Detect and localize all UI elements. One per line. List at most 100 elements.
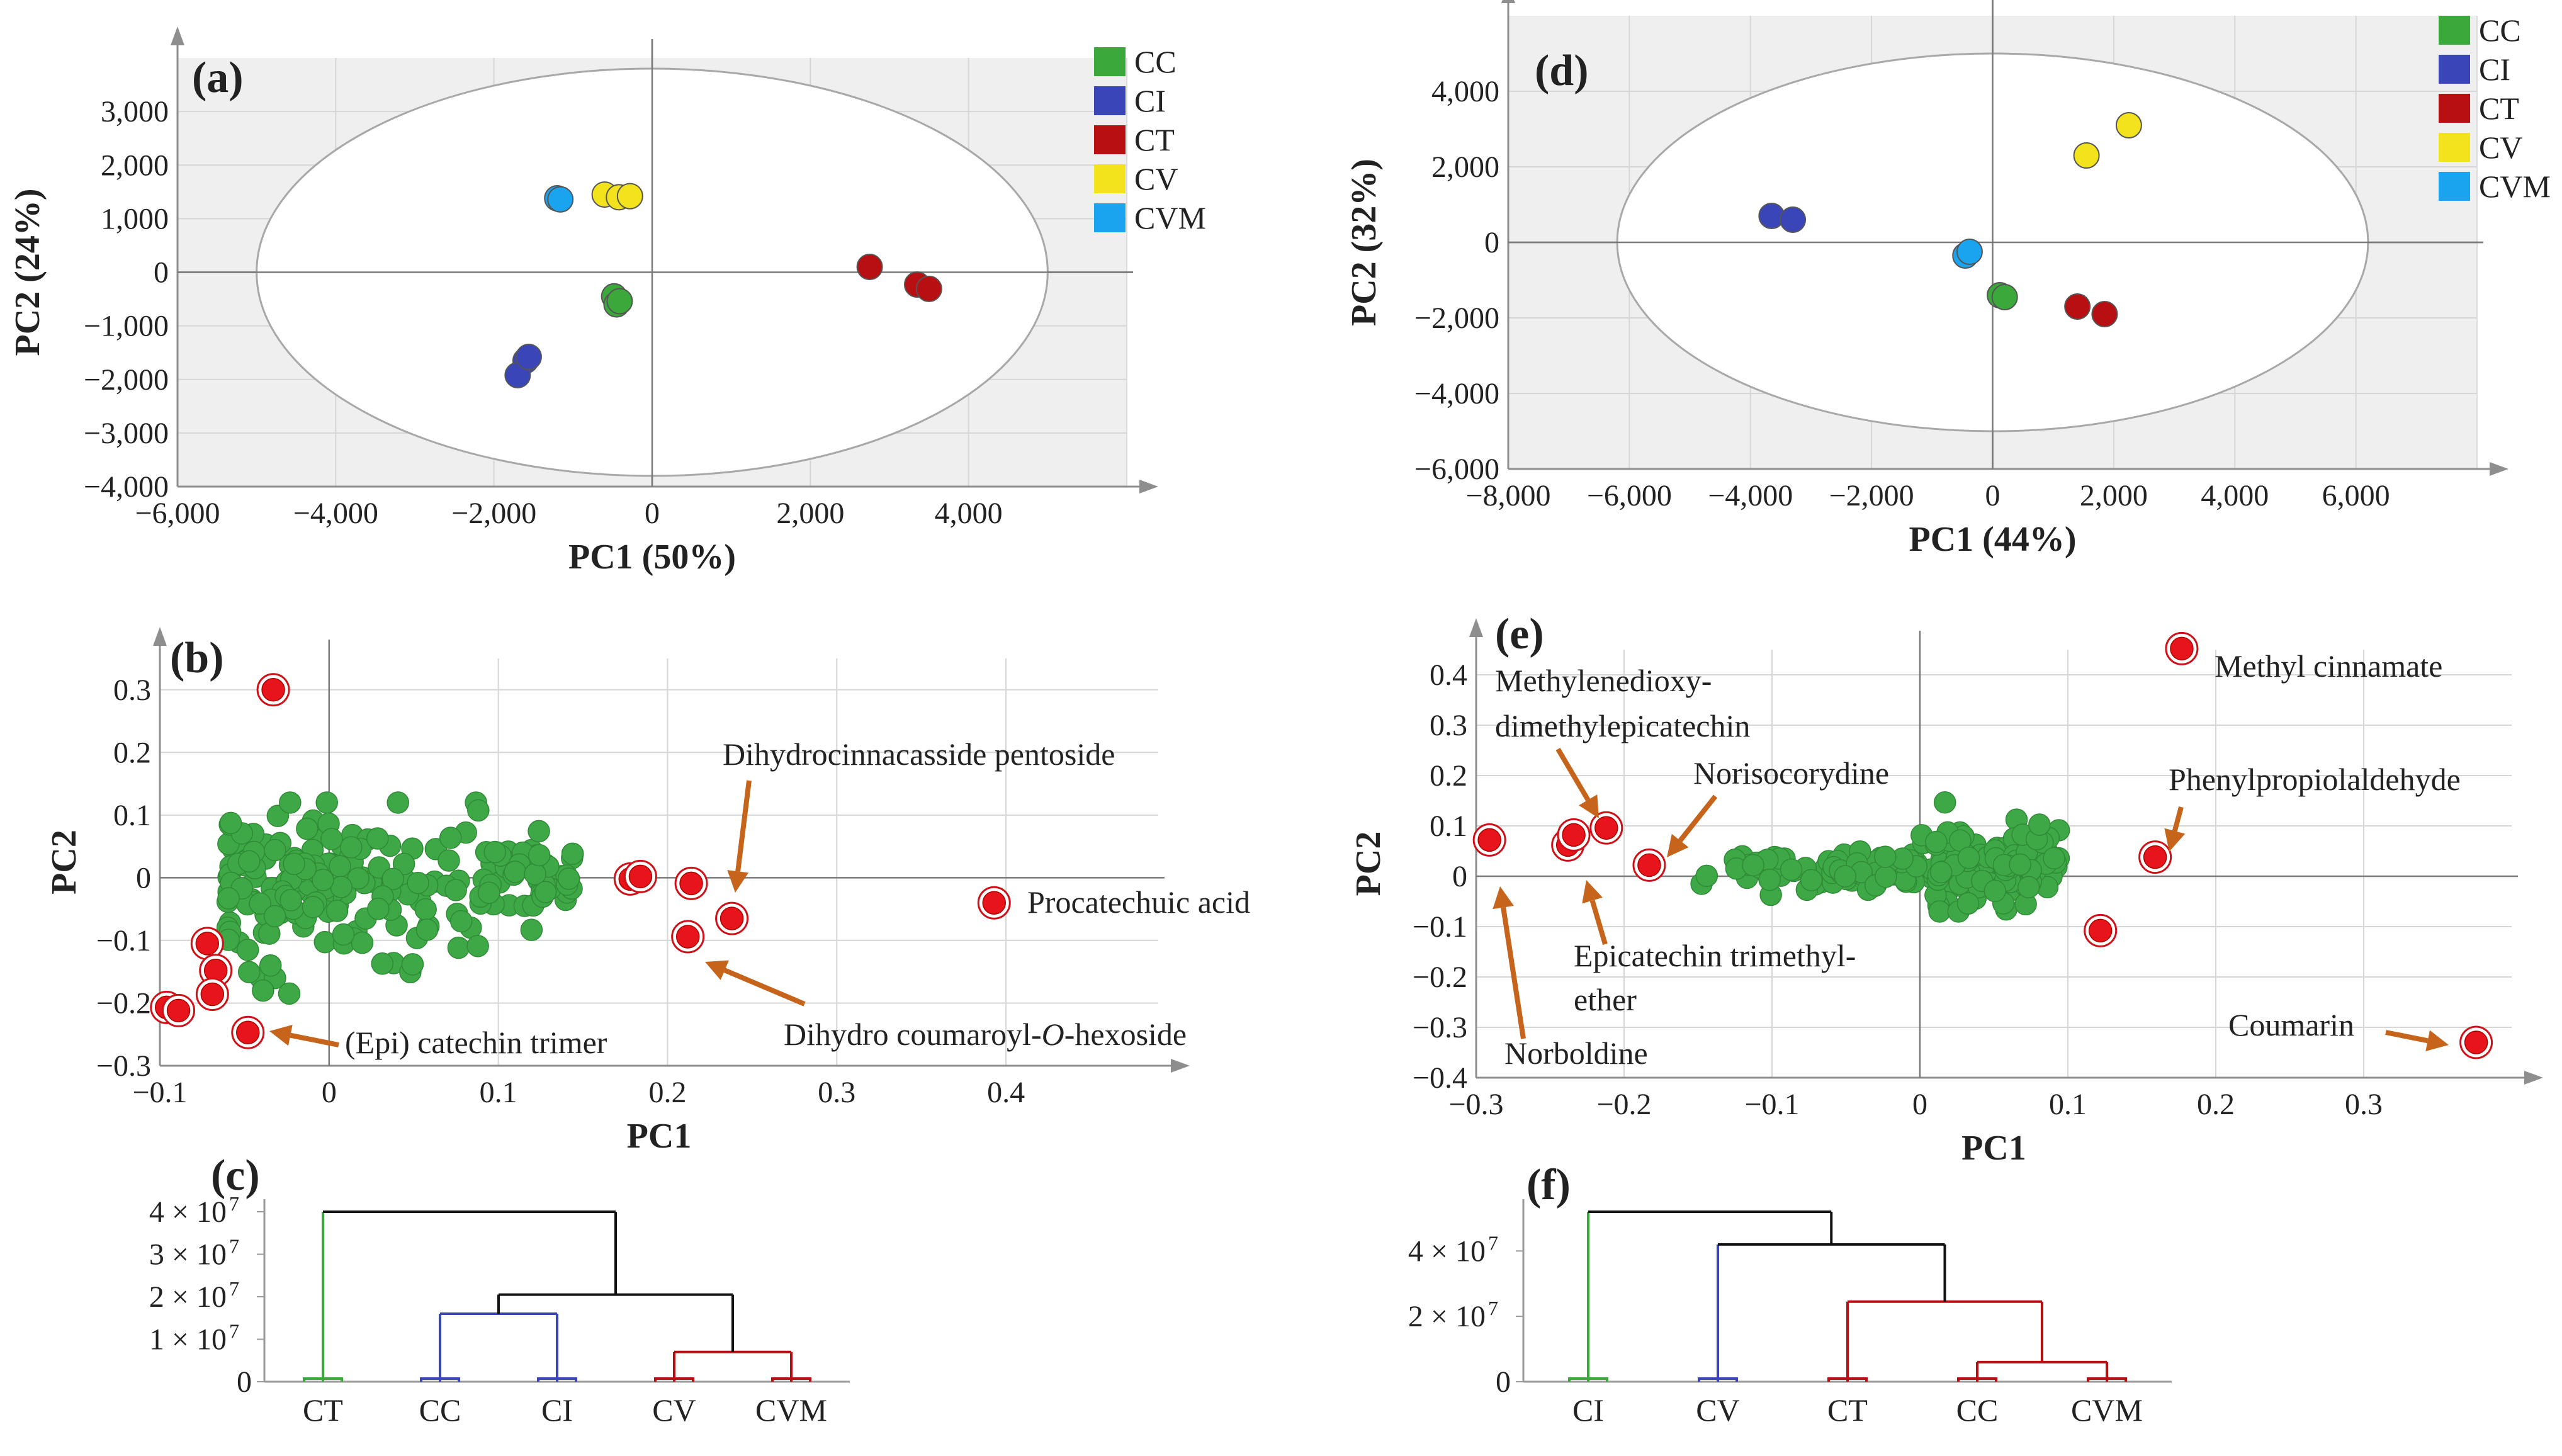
legend-label-cvm: CVM	[1134, 200, 1206, 235]
annotation-arrow	[1582, 880, 1608, 945]
y-tick-label: 0	[154, 256, 169, 290]
annotation-arrow-head	[705, 960, 729, 980]
annotation-arrow	[1493, 886, 1526, 1039]
x-tick-label: 2,000	[776, 497, 844, 530]
y-tick-label: 0.1	[113, 799, 151, 832]
variable-point	[320, 828, 343, 850]
annotation-epi-catechin-trimer: (Epi) catechin trimer	[345, 1025, 607, 1060]
x-axis-arrow	[1171, 1059, 1190, 1073]
x-axis-title: PC1 (50%)	[568, 538, 736, 577]
legend-label-ci: CI	[1134, 83, 1166, 118]
y-tick-label: 3 × 10	[149, 1238, 227, 1272]
variable-point	[1834, 865, 1856, 888]
panel-label: (e)	[1495, 610, 1544, 658]
legend-swatch-ci	[2439, 55, 2470, 84]
variable-point	[1875, 865, 1897, 888]
discriminant-marker	[720, 906, 744, 930]
y-tick-exponent: 7	[229, 1320, 239, 1343]
sample-point-ci	[1780, 206, 1807, 233]
variable-point	[340, 836, 363, 859]
y-tick-label: 0	[1452, 860, 1467, 893]
annotation-arrow	[727, 780, 752, 893]
y-tick-label: 0.2	[113, 736, 151, 769]
x-tick-label: −0.3	[1448, 1088, 1503, 1121]
y-axis-title: PC2 (32%)	[1345, 159, 1384, 326]
variable-point	[483, 840, 507, 864]
panel-d-pca-scores: −8,000 −6,000 −4,000 −2,000 0 2,000 4,000 6,000…	[1345, 0, 2551, 559]
discriminant-marker	[261, 678, 285, 702]
panel-label: (b)	[170, 634, 224, 682]
y-axis-title: PC2	[1349, 832, 1388, 896]
leaf-label-ct: CT	[303, 1392, 343, 1428]
annotation-arrow	[1667, 794, 1718, 857]
legend-swatch-cvm	[2439, 172, 2470, 201]
x-tick-label: −0.1	[1744, 1088, 1799, 1121]
y-tick-label: 0.3	[113, 674, 151, 707]
legend-swatch-cv	[2439, 133, 2470, 162]
variable-point	[238, 850, 261, 873]
variable-point	[466, 935, 489, 957]
variable-point	[237, 961, 261, 984]
variable-point	[329, 855, 351, 878]
x-tick-label: 2,000	[2080, 479, 2148, 512]
panel-e-pca-loadings: −0.3 −0.2 −0.1 0 0.1 0.2 0.3−0.4−0.3−0.2−0.100…	[1349, 610, 2543, 1168]
leaf-label-cc: CC	[419, 1392, 461, 1428]
variable-point	[259, 954, 282, 977]
annotation-dihydrocinnacasside-pentoside: Dihydrocinnacasside pentoside	[723, 736, 1115, 772]
annotation-arrow	[705, 960, 806, 1007]
variable-point	[1874, 845, 1897, 868]
x-tick-label: −6,000	[135, 497, 220, 530]
panel-label: (c)	[211, 1151, 260, 1200]
discriminant-marker	[982, 891, 1007, 915]
variable-point	[315, 791, 338, 814]
legend-swatch-cc	[1094, 47, 1126, 76]
annotation-arrow-head	[727, 870, 749, 893]
x-tick-label: 4,000	[935, 497, 1003, 530]
discriminant-marker	[1477, 828, 1501, 852]
variable-point	[520, 918, 543, 941]
y-tick-label: 2 × 10	[149, 1280, 227, 1314]
x-tick-label: 0	[322, 1076, 337, 1109]
annotation-arrow-shaft	[1678, 794, 1718, 842]
y-tick-label: 4,000	[1431, 75, 1499, 108]
sample-point-cvm	[1956, 239, 1983, 265]
annotation-arrow-head	[1667, 833, 1689, 857]
variable-point	[407, 871, 429, 894]
x-tick-label: −0.1	[132, 1076, 187, 1109]
variable-point	[401, 953, 424, 976]
legend-label-ci: CI	[2479, 52, 2510, 87]
y-tick-label: 0	[1484, 226, 1499, 259]
variable-point	[1957, 847, 1980, 869]
variable-point	[447, 936, 470, 959]
annotation-part: Dihydro coumaroyl-	[784, 1017, 1042, 1052]
x-tick-label: −4,000	[293, 497, 378, 530]
y-tick-label: 2,000	[1431, 150, 1499, 184]
legend-label-ct: CT	[2479, 91, 2519, 126]
annotation-dihydro-coumaroyl-o-hexoside: Dihydro coumaroyl-O-hexoside	[784, 1017, 1187, 1052]
annotation-arrow-shaft	[290, 1032, 339, 1047]
annotation-arrow-head	[1582, 880, 1603, 904]
legend-label-cc: CC	[2479, 13, 2521, 48]
y-axis-arrow	[1501, 0, 1515, 3]
legend-label-cv: CV	[2479, 130, 2522, 165]
y-tick-exponent: 7	[229, 1192, 239, 1215]
discriminant-marker	[1594, 816, 1618, 840]
variable-point	[528, 844, 551, 867]
y-axis-title: PC2 (24%)	[8, 189, 47, 356]
leaf-label-ci: CI	[1572, 1392, 1604, 1428]
annotation-epicatechin-trimethyl: Epicatechin trimethyl-	[1574, 938, 1856, 973]
variable-point	[2043, 847, 2065, 870]
variable-point	[325, 900, 349, 922]
annotation-arrow	[269, 1024, 339, 1047]
y-tick-label: −0.1	[96, 924, 151, 957]
legend-swatch-cv	[1094, 164, 1126, 193]
annotation-coumarin: Coumarin	[2228, 1007, 2354, 1042]
x-tick-label: −4,000	[1708, 479, 1793, 512]
sample-point-ct	[2064, 293, 2091, 320]
variable-point	[302, 896, 325, 918]
variable-point	[414, 898, 437, 921]
variable-point	[534, 881, 557, 903]
sample-point-ct	[2091, 301, 2118, 327]
variable-point	[1928, 900, 1951, 923]
